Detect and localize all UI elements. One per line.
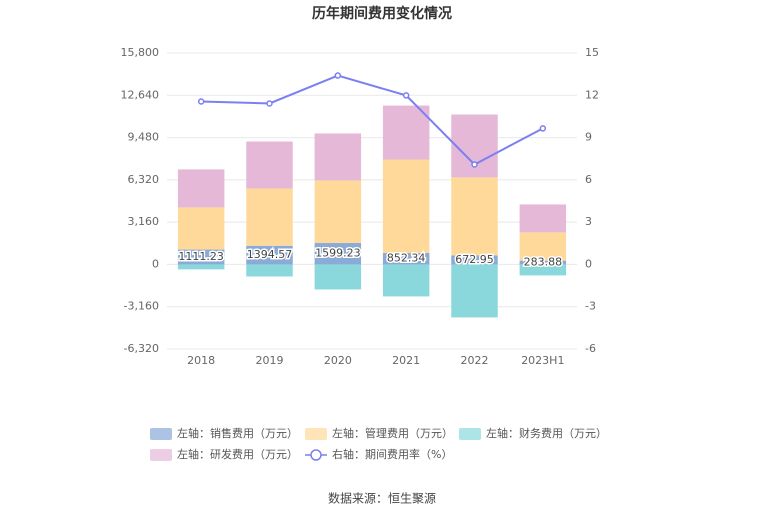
x-tick-label: 2021 <box>392 354 420 367</box>
legend-label: 左轴：销售费用（万元） <box>177 426 298 440</box>
bar-segment <box>451 255 498 265</box>
rate-point <box>402 92 410 99</box>
bar-segment <box>382 253 430 265</box>
data-label: 283.88 <box>524 256 563 269</box>
x-tick-label: 2023H1 <box>521 354 564 367</box>
y-tick-label: -3,160 <box>124 300 159 313</box>
x-tick-label: 2020 <box>324 354 352 367</box>
y2-tick-label: 3 <box>585 215 592 228</box>
bar-segment <box>314 243 362 265</box>
y-tick-label: -6,320 <box>124 342 159 355</box>
grid <box>167 52 577 350</box>
bar-segment <box>314 133 362 181</box>
legend-label: 左轴：管理费用（万元） <box>332 426 453 440</box>
bar-segment <box>246 141 293 189</box>
legend-swatch <box>150 428 172 440</box>
y2-tick-label: 6 <box>585 173 592 186</box>
data-label: 1599.23 <box>315 247 361 260</box>
bar-segment <box>246 245 293 265</box>
bar-segment <box>382 264 430 297</box>
bar-segment <box>177 264 225 270</box>
bar-segment <box>382 105 430 160</box>
rate-point <box>539 125 547 132</box>
legend-swatch <box>459 428 481 440</box>
data-label: 1394.57 <box>247 248 293 261</box>
y-tick-label: 15,800 <box>121 46 160 59</box>
y2-tick-label: 15 <box>585 46 599 59</box>
legend-label: 左轴：财务费用（万元） <box>486 426 607 440</box>
x-tick-label: 2018 <box>187 354 215 367</box>
legend-marker <box>310 449 322 461</box>
bar-segment <box>451 264 498 318</box>
rate-line <box>201 74 544 166</box>
y2-tick-label: -6 <box>585 342 596 355</box>
data-label: 672.95 <box>455 253 494 266</box>
bar-segment <box>177 169 225 208</box>
rate-point <box>471 161 478 168</box>
y2-tick-label: -3 <box>585 300 596 313</box>
rate-point <box>197 98 205 105</box>
source-note: 数据来源：恒生聚源 <box>328 491 436 506</box>
y-tick-label: 0 <box>152 257 159 270</box>
legend-label: 左轴：研发费用（万元） <box>177 447 298 461</box>
bar-segment <box>246 188 293 246</box>
y2-tick-label: 9 <box>585 131 592 144</box>
bar-segment <box>382 159 430 254</box>
x-tick-label: 2022 <box>461 354 489 367</box>
legend-swatch <box>305 428 327 440</box>
chart-title: 历年期间费用变化情况 <box>312 5 452 22</box>
bar-segment <box>451 177 498 256</box>
data-label: 1111.23 <box>178 250 224 263</box>
y2-tick-label: 12 <box>585 88 599 101</box>
bar-segment <box>314 264 362 290</box>
bar-segment <box>314 180 362 244</box>
rate-point <box>334 72 342 79</box>
data-label: 852.34 <box>387 252 426 265</box>
x-tick-label: 2019 <box>256 354 284 367</box>
y2-tick-label: 0 <box>585 257 592 270</box>
y-tick-label: 6,320 <box>128 173 160 186</box>
bar-segment <box>177 249 225 265</box>
legend-label: 右轴：期间费用率（%） <box>332 447 452 461</box>
y-tick-label: 9,480 <box>128 131 160 144</box>
legend-swatch <box>150 449 172 461</box>
bar-segment <box>519 232 567 261</box>
bar-segment <box>519 204 567 233</box>
bar-segment <box>177 207 225 250</box>
bar-segment <box>246 264 293 277</box>
y-tick-label: 3,160 <box>128 215 160 228</box>
bar-segment <box>519 260 567 265</box>
rate-point <box>266 100 273 107</box>
y-tick-label: 12,640 <box>121 88 160 101</box>
bar-segment <box>451 114 498 178</box>
bar-segment <box>519 264 567 276</box>
